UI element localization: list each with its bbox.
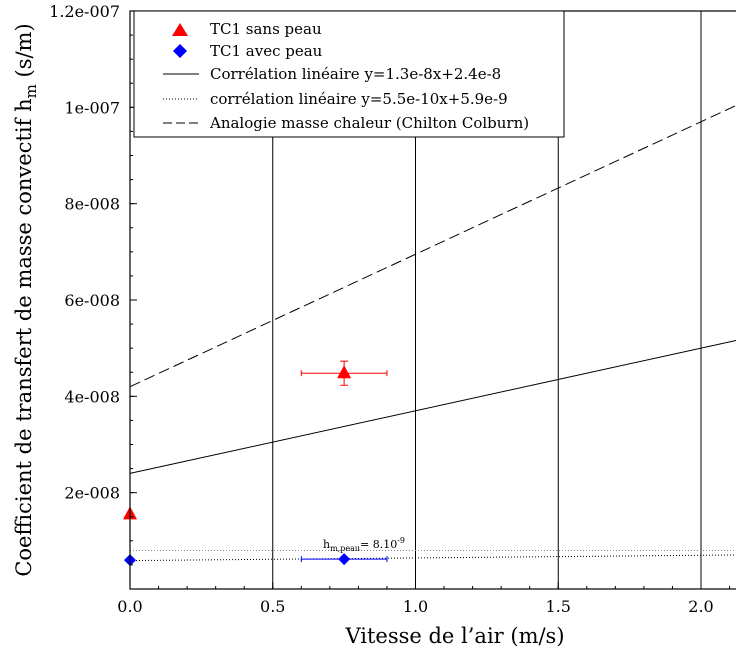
annotation-text: = 8.10: [360, 538, 397, 551]
tick-labels: 0.00.51.01.52.02.53.03.54.02e-0084e-0086…: [49, 2, 731, 616]
legend-diamond-marker-icon: [173, 44, 187, 58]
legend-triangle-marker-icon: [172, 23, 188, 36]
y-tick-label: 8e-008: [64, 195, 120, 214]
y-axis-title-main: Coefficient de transfert de masse convec…: [12, 98, 36, 576]
x-tick-label: 1.0: [403, 597, 428, 616]
legend-label: Analogie masse chaleur (Chilton Colburn): [209, 114, 529, 132]
hm-peau-annotation: hm,peau= 8.10-9: [323, 536, 405, 553]
annotation-base: h: [323, 538, 330, 551]
triangle-point: [337, 365, 352, 379]
y-axis-title-sub: m: [22, 84, 40, 98]
legend-label: corrélation linéaire y=5.5e-10x+5.9e-9: [210, 90, 508, 108]
x-axis-title: Vitesse de l’air (m/s): [344, 624, 564, 648]
legend-label: Corrélation linéaire y=1.3e-8x+2.4e-8: [210, 65, 501, 83]
fit-line: [129, 554, 736, 562]
fit-line: [129, 340, 736, 474]
y-tick-label: 1.2e-007: [49, 2, 120, 21]
y-axis-title: Coefficient de transfert de masse convec…: [12, 23, 40, 576]
y-tick-label: 4e-008: [64, 387, 120, 406]
y-tick-label: 6e-008: [64, 291, 120, 310]
y-tick-label: 2e-008: [64, 484, 120, 503]
y-tick-label: 1e-007: [64, 98, 120, 117]
data-points: [123, 360, 388, 567]
x-tick-label: 1.5: [546, 597, 571, 616]
legend-box: [133, 10, 565, 138]
annotation-superscript: -9: [397, 536, 405, 545]
legend: TC1 sans peau TC1 avec peau Corrélation …: [133, 10, 565, 138]
x-tick-label: 2.0: [688, 597, 713, 616]
fit-lines: [129, 105, 736, 562]
x-tick-label: 0.5: [260, 597, 285, 616]
x-tick-label: 0.0: [117, 597, 142, 616]
diamond-point: [338, 553, 351, 566]
legend-label: TC1 avec peau: [210, 42, 323, 60]
legend-label: TC1 sans peau: [210, 20, 322, 38]
y-axis-title-unit: (s/m): [12, 23, 36, 84]
annotation-subscript: m,peau: [330, 544, 360, 553]
